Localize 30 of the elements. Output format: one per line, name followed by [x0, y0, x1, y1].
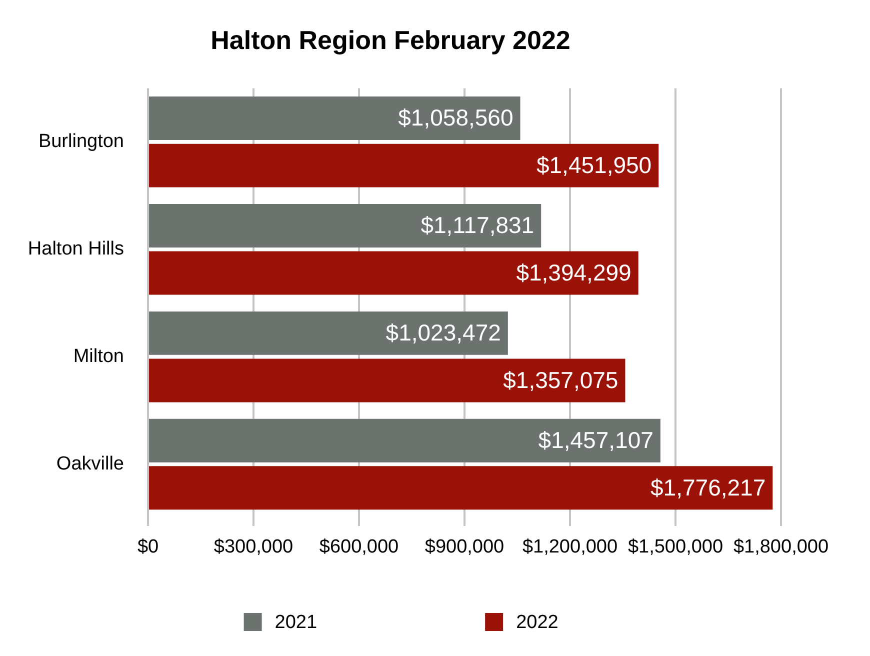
- data-label: $1,058,560: [398, 104, 514, 131]
- y-tick-label: Halton Hills: [28, 238, 124, 260]
- legend-label: 2022: [516, 612, 558, 634]
- bar: [149, 251, 638, 295]
- x-tick-label: $0: [137, 536, 159, 558]
- bar: [149, 358, 626, 402]
- x-tick-label: $1,800,000: [733, 536, 829, 558]
- data-label: $1,451,950: [536, 152, 652, 178]
- x-tick-label: $900,000: [424, 536, 504, 558]
- data-label: $1,394,299: [516, 259, 632, 286]
- data-label: $1,357,075: [503, 366, 618, 393]
- x-tick-label: $1,500,000: [628, 536, 724, 558]
- y-tick-label: Milton: [73, 346, 124, 368]
- x-tick-label: $300,000: [214, 536, 294, 558]
- bar: [149, 466, 773, 510]
- x-tick-label: $1,200,000: [522, 536, 618, 558]
- y-tick-label: Oakville: [56, 454, 124, 475]
- data-label: $1,457,107: [538, 426, 654, 453]
- bar: [149, 144, 659, 188]
- bar: [149, 311, 508, 355]
- bar: [149, 418, 660, 462]
- bar: [149, 96, 520, 140]
- bar: [149, 204, 542, 248]
- chart-title: Halton Region February 2022: [210, 24, 570, 55]
- legend-label: 2021: [274, 612, 318, 634]
- data-label: $1,776,217: [650, 474, 766, 500]
- x-tick-label: $600,000: [319, 536, 399, 558]
- data-label: $1,023,472: [386, 320, 501, 346]
- data-label: $1,117,831: [420, 212, 534, 238]
- y-tick-label: Burlington: [38, 131, 124, 152]
